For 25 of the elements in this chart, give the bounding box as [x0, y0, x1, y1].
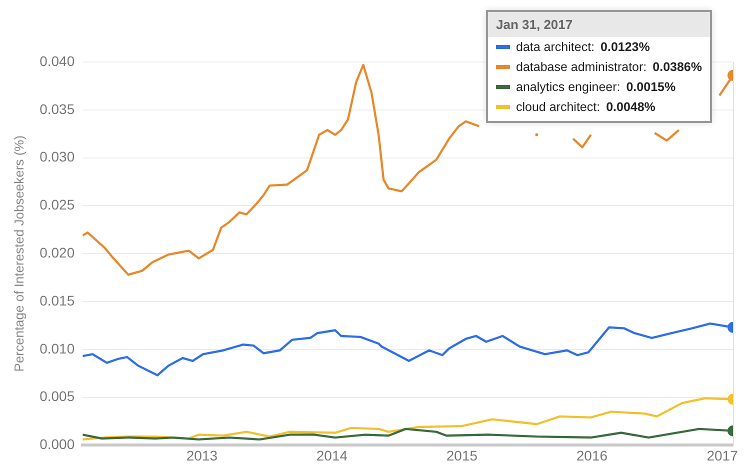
y-tick-label: 0.000: [40, 436, 75, 452]
point: [535, 133, 538, 136]
legend-label: database administrator:: [516, 60, 647, 74]
y-tick-label: 0.035: [40, 100, 75, 117]
legend-label: data architect:: [516, 40, 595, 54]
y-tick-label: 0.040: [40, 52, 75, 69]
x-tick-label: 2015: [446, 447, 478, 464]
y-tick-label: 0.020: [40, 244, 75, 260]
annotation: 0.0386%: [652, 60, 702, 74]
legend-label: cloud architect:: [516, 100, 600, 114]
legend-title: Jan 31, 2017: [488, 12, 710, 37]
legend-label: analytics engineer:: [516, 80, 620, 94]
y-tick-label: 0.015: [40, 292, 75, 308]
y-tick-label: 0.025: [40, 196, 75, 213]
y-axis-title: Percentage of Interested Jobseekers (%): [11, 135, 26, 372]
text: 0.0123%: [600, 40, 650, 54]
annotation: 0.0015%: [626, 80, 676, 94]
annotation: 0.0048%: [606, 100, 656, 114]
y-tick-label: 0.005: [40, 388, 75, 404]
x-tick-label: 2013: [186, 447, 218, 464]
y-tick-label: 0.010: [40, 340, 75, 356]
x-tick-label: 2016: [576, 447, 608, 464]
y-tick-label: 0.030: [40, 148, 75, 165]
x-tick-label: 2017: [706, 447, 738, 464]
x-tick-label: 2014: [316, 447, 348, 464]
